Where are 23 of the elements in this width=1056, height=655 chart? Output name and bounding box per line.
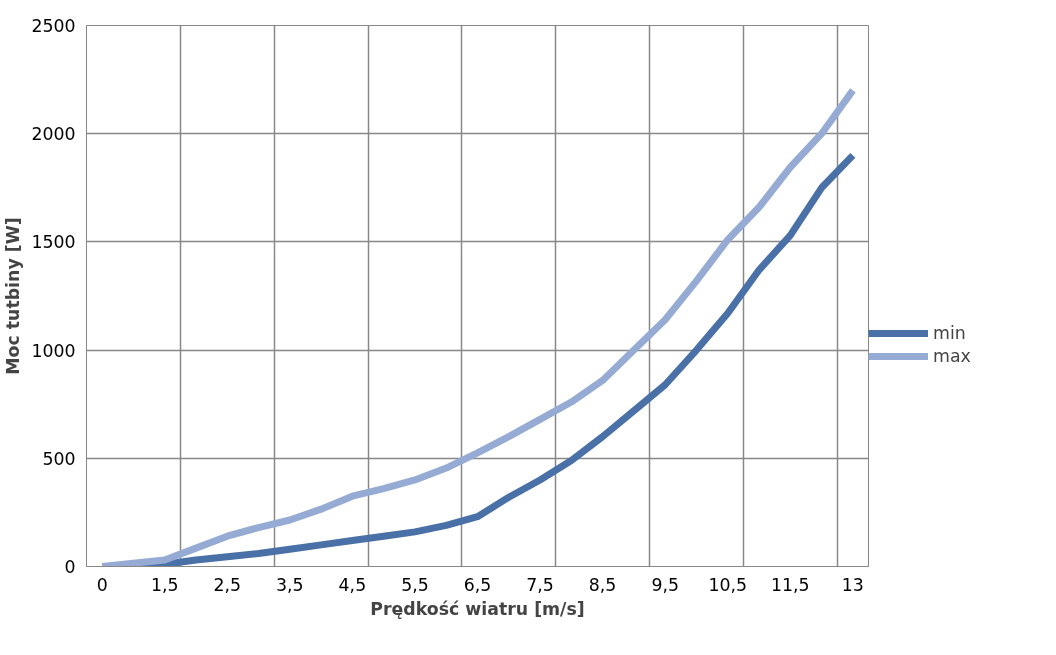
x-tick-label: 3,5 bbox=[276, 574, 304, 595]
x-tick-label: 13 bbox=[841, 574, 864, 595]
x-tick-label: 5,5 bbox=[401, 574, 429, 595]
y-tick-label: 1500 bbox=[31, 232, 76, 253]
y-tick-label: 1000 bbox=[31, 340, 76, 361]
legend-label: min bbox=[933, 323, 966, 343]
y-axis-title: Moc tutbiny [W] bbox=[3, 217, 24, 375]
y-tick-label: 0 bbox=[64, 557, 76, 577]
x-tick-label: 11,5 bbox=[771, 574, 810, 595]
x-axis-title: Prędkość wiatru [m/s] bbox=[370, 598, 585, 619]
x-tick-label: 0 bbox=[96, 574, 108, 595]
legend-label: max bbox=[933, 346, 971, 366]
x-tick-label: 10,5 bbox=[708, 574, 748, 595]
x-tick-label: 6,5 bbox=[463, 574, 492, 595]
x-tick-label: 2,5 bbox=[213, 574, 242, 595]
y-tick-label: 2500 bbox=[31, 16, 76, 36]
x-tick-label: 9,5 bbox=[651, 574, 679, 595]
x-tick-label: 4,5 bbox=[338, 574, 367, 595]
x-tick-label: 8,5 bbox=[588, 574, 617, 595]
y-tick-label: 2000 bbox=[31, 124, 76, 145]
y-tick-label: 500 bbox=[42, 448, 76, 469]
x-tick-label: 1,5 bbox=[150, 574, 179, 595]
x-tick-label: 7,5 bbox=[526, 574, 554, 595]
